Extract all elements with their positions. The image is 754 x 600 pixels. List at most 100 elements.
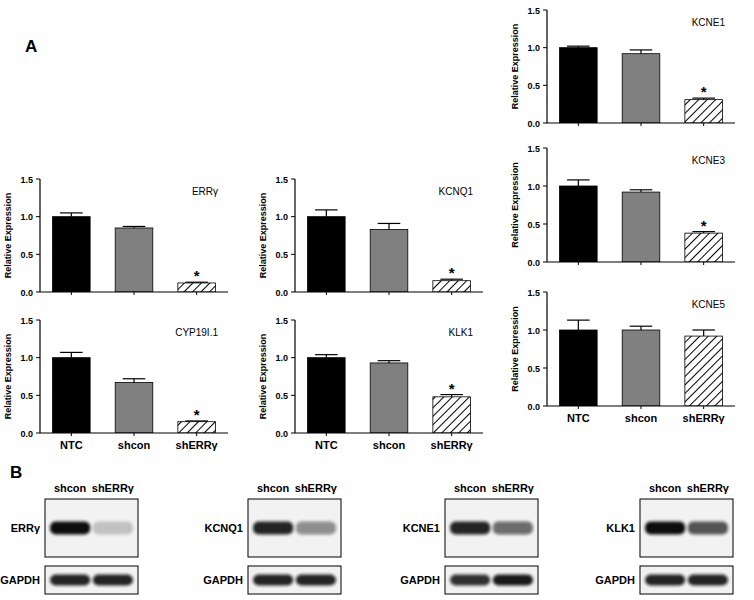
- y-tick-label: 1.5: [527, 288, 540, 298]
- y-tick: [543, 330, 547, 331]
- band: [253, 522, 293, 535]
- bar: [685, 233, 723, 262]
- band: [688, 522, 728, 535]
- y-tick-label: 1.5: [20, 316, 33, 326]
- x-tick: [578, 262, 579, 265]
- western-blot: shconshERRγKCNQ1GAPDH: [203, 482, 341, 594]
- panel-label: B: [10, 463, 22, 482]
- x-tick: [134, 433, 135, 436]
- error-cap: [60, 352, 83, 353]
- plot-area: [308, 210, 471, 292]
- y-tick-label: 1.5: [527, 6, 540, 16]
- bar: [308, 358, 346, 433]
- y-tick: [291, 320, 295, 321]
- x-tick: [451, 433, 452, 436]
- y-axis-label: Relative Expression: [510, 24, 520, 110]
- y-tick: [36, 395, 40, 396]
- error-bar: [378, 223, 401, 229]
- x-tick: [389, 433, 390, 436]
- blot-frame: [445, 566, 538, 594]
- y-tick-label: 0.5: [275, 250, 288, 260]
- y-tick: [36, 179, 40, 180]
- annotation: *: [701, 217, 707, 234]
- y-tick: [543, 406, 547, 407]
- band-label: ERRγ: [11, 522, 41, 534]
- western-blot: shconshERRγKCNE1GAPDH: [400, 482, 538, 594]
- x-tick: [196, 433, 197, 436]
- y-tick: [36, 292, 40, 293]
- band: [450, 522, 490, 535]
- error-cap: [315, 209, 338, 210]
- annotation: *: [449, 264, 455, 281]
- y-axis: [546, 292, 547, 406]
- x-tick: [451, 292, 452, 295]
- y-axis: [546, 10, 547, 123]
- y-tick: [543, 85, 547, 86]
- y-tick-label: 0.5: [20, 250, 33, 260]
- bar: [433, 281, 471, 292]
- y-tick: [291, 433, 295, 434]
- x-tick: [641, 262, 642, 265]
- y-tick: [543, 123, 547, 124]
- y-tick-label: 1.0: [527, 182, 540, 192]
- y-tick: [543, 148, 547, 149]
- y-tick-label: 0.0: [527, 402, 540, 412]
- chart-title: ERRγ: [192, 186, 218, 197]
- y-tick-label: 1.0: [527, 43, 540, 53]
- error-bar: [378, 361, 401, 363]
- error-cap: [630, 189, 653, 190]
- error-cap: [692, 329, 715, 330]
- blot-frame: [445, 499, 538, 557]
- y-tick-label: 1.0: [20, 353, 33, 363]
- lane-label: shcon: [54, 482, 87, 494]
- y-tick-label: 0.0: [20, 288, 33, 298]
- band-label: GAPDH: [400, 574, 440, 586]
- chart-title: KCNQ1: [439, 186, 474, 197]
- error-bar: [630, 326, 653, 330]
- error-stem: [578, 320, 579, 330]
- y-tick: [543, 224, 547, 225]
- y-axis-label: Relative Expression: [3, 334, 13, 420]
- bar: [178, 422, 216, 433]
- plot-area: [560, 46, 723, 123]
- lane-label: shERRγ: [492, 482, 535, 494]
- bar: [308, 217, 346, 292]
- error-cap: [567, 46, 590, 47]
- x-tick: [71, 292, 72, 295]
- error-bar: [567, 180, 590, 186]
- band-label: GAPDH: [0, 574, 40, 586]
- y-tick: [543, 10, 547, 11]
- bar: [560, 330, 598, 406]
- y-tick-label: 0.0: [275, 288, 288, 298]
- y-tick: [291, 179, 295, 180]
- bar: [53, 217, 91, 292]
- y-tick-label: 1.0: [527, 326, 540, 336]
- bar-chart: 0.00.51.01.5Relative ExpressionKCNE1*: [510, 6, 735, 129]
- annotation: *: [194, 406, 200, 423]
- bar: [370, 229, 408, 292]
- y-tick-label: 1.0: [275, 212, 288, 222]
- x-tick: [641, 123, 642, 126]
- band-label: KCNE1: [403, 522, 440, 534]
- x-tick: [641, 406, 642, 409]
- x-tick: [326, 433, 327, 436]
- error-bar: [315, 355, 338, 358]
- bar: [560, 186, 598, 262]
- y-tick-label: 0.0: [20, 429, 33, 439]
- y-tick-label: 1.5: [527, 144, 540, 154]
- error-stem: [71, 352, 72, 357]
- y-axis: [294, 320, 295, 433]
- y-tick: [36, 216, 40, 217]
- error-cap: [123, 226, 146, 227]
- x-tick-label: NTC: [315, 439, 338, 451]
- blot-frame: [248, 499, 341, 557]
- y-tick: [543, 292, 547, 293]
- y-tick-label: 1.0: [275, 353, 288, 363]
- y-tick-label: 0.5: [20, 391, 33, 401]
- band-label: GAPDH: [595, 574, 635, 586]
- band: [493, 575, 533, 586]
- error-bar: [123, 379, 146, 383]
- bar: [115, 228, 153, 292]
- lane-label: shERRγ: [92, 482, 135, 494]
- x-tick-label: shERRγ: [431, 439, 474, 451]
